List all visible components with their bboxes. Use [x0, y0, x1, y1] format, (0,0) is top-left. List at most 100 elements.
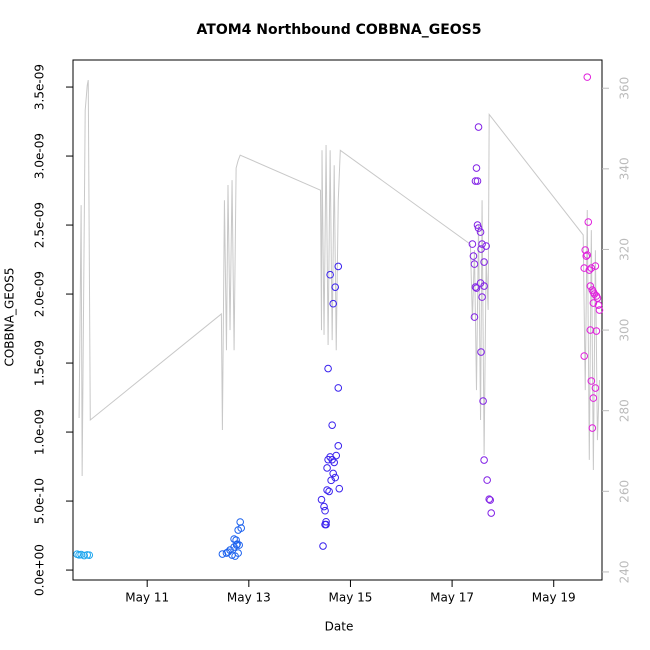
- point: [587, 264, 596, 272]
- point: [591, 384, 600, 392]
- point: [473, 177, 482, 185]
- y-tick-label: 0.0e+00: [33, 544, 47, 596]
- point: [85, 551, 94, 559]
- point: [482, 242, 490, 250]
- y2-tick-label: 300: [618, 319, 632, 342]
- point: [231, 552, 239, 560]
- point: [595, 306, 604, 314]
- y2-tick-label: 260: [618, 480, 632, 503]
- point: [487, 509, 496, 517]
- point: [583, 73, 592, 81]
- y-tick-label: 2.5e-09: [33, 202, 47, 248]
- point: [480, 258, 488, 266]
- point: [580, 352, 589, 360]
- point: [334, 384, 343, 392]
- point: [334, 442, 343, 450]
- point: [588, 424, 597, 432]
- point: [323, 486, 331, 494]
- point: [589, 288, 598, 296]
- point: [474, 224, 483, 232]
- point: [472, 284, 481, 292]
- x-tick-label: May 19: [532, 591, 576, 605]
- y-tick-label: 3.5e-09: [33, 64, 47, 110]
- point: [587, 377, 596, 385]
- y-tick-label: 1.5e-09: [33, 340, 47, 386]
- point: [476, 228, 485, 236]
- y2-tick-label: 240: [618, 560, 632, 583]
- point: [589, 299, 598, 307]
- point: [593, 294, 602, 302]
- point: [331, 283, 340, 291]
- point: [327, 476, 335, 485]
- point: [334, 262, 343, 271]
- point: [471, 283, 480, 291]
- y2-tick-label: 340: [618, 157, 632, 180]
- point: [468, 240, 477, 248]
- point: [328, 421, 336, 429]
- point: [591, 262, 600, 270]
- point: [329, 469, 337, 478]
- x-axis-label: Date: [325, 620, 354, 634]
- point: [470, 260, 479, 268]
- point: [592, 327, 601, 335]
- point: [317, 495, 326, 504]
- point: [585, 266, 594, 274]
- point: [479, 397, 487, 405]
- point: [480, 456, 488, 464]
- line-series: [78, 80, 600, 477]
- point: [474, 123, 483, 131]
- point: [485, 495, 493, 503]
- point: [472, 164, 481, 172]
- point: [230, 535, 238, 543]
- point: [321, 506, 329, 515]
- y-tick-label: 5.0e-10: [33, 478, 47, 524]
- point: [322, 520, 330, 529]
- point: [583, 251, 592, 259]
- point: [582, 252, 591, 260]
- point: [320, 502, 328, 511]
- x-tick-label: May 17: [430, 591, 474, 605]
- point: [236, 518, 244, 526]
- x-tick-label: May 13: [227, 591, 271, 605]
- point: [324, 364, 332, 373]
- y2-tick-label: 360: [618, 77, 632, 100]
- x-tick-label: May 15: [329, 591, 373, 605]
- point: [330, 458, 338, 467]
- point: [237, 524, 246, 532]
- point: [477, 348, 485, 356]
- point: [325, 487, 333, 496]
- point: [586, 282, 595, 290]
- point: [329, 299, 337, 308]
- point: [580, 264, 589, 272]
- y-axis-label: COBBNA_GEOS5: [3, 267, 17, 366]
- x-tick-label: May 11: [125, 591, 169, 605]
- point: [483, 476, 491, 484]
- y2-tick-label: 320: [618, 238, 632, 261]
- y-tick-label: 2.0e-09: [33, 271, 47, 317]
- y-tick-label: 3.0e-09: [33, 133, 47, 179]
- point: [469, 252, 478, 260]
- point: [80, 551, 88, 560]
- point: [584, 218, 593, 226]
- point: [323, 464, 331, 472]
- point: [589, 394, 598, 402]
- point: [335, 484, 344, 493]
- plot-box: [72, 59, 603, 581]
- point: [235, 541, 243, 549]
- point: [478, 240, 486, 248]
- point: [322, 517, 330, 526]
- point: [478, 293, 486, 301]
- point: [480, 282, 488, 290]
- point: [470, 313, 479, 321]
- point: [319, 542, 327, 550]
- y-tick-label: 1.0e-09: [33, 409, 47, 455]
- point: [486, 496, 495, 504]
- y2-tick-label: 280: [618, 399, 632, 422]
- point: [326, 270, 334, 279]
- point: [224, 548, 232, 556]
- chart-title: ATOM4 Northbound COBBNA_GEOS5: [197, 22, 482, 38]
- point: [471, 177, 480, 185]
- point: [594, 301, 603, 309]
- point: [332, 451, 341, 460]
